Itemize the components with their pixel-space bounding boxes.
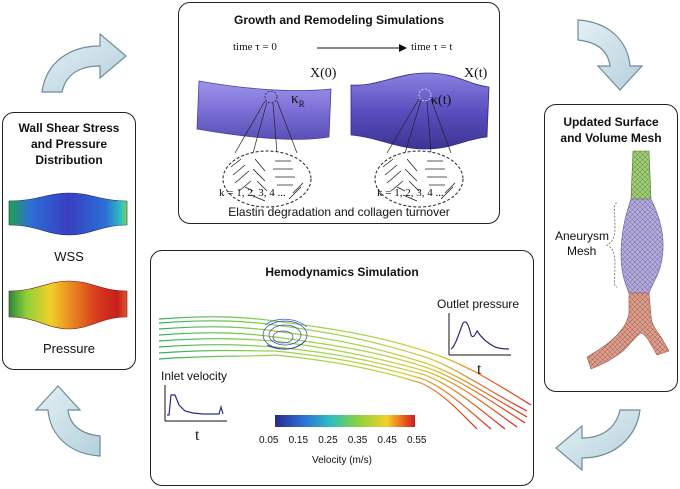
wall-title-line1: Wall Shear Stress (18, 121, 120, 135)
vessel-remodeled-icon (350, 72, 490, 208)
wall-title-line2: and Pressure (30, 137, 108, 151)
colorbar-tick-label: 0.05 (259, 435, 279, 446)
wss-label: WSS (54, 249, 84, 264)
kappa-t-label: κ(t) (431, 93, 452, 108)
kappa-r-subscript: R (298, 99, 305, 109)
colorbar-tick-label: 0.35 (347, 435, 368, 446)
mesh-title-line1: Updated Surface (563, 115, 659, 129)
state-end-label: X(t) (464, 66, 488, 81)
outlet-time-axis: t (477, 361, 482, 378)
colorbar-ticks: 0.05 0.15 0.25 0.35 0.45 0.55 (259, 435, 431, 449)
wss-vessel-icon (8, 192, 128, 236)
growth-title: Growth and Remodeling Simulations (233, 13, 444, 27)
state-start-label: X(0) (310, 66, 337, 81)
colorbar-tick-label: 0.15 (288, 435, 309, 446)
pressure-label: Pressure (42, 341, 96, 356)
time-start-label: time τ = 0 (233, 41, 277, 53)
aneurysm-label-line2: Mesh (567, 244, 597, 258)
k-list-left: k = 1, 2, 3, 4 ... (219, 187, 286, 199)
streamlines-icon (158, 316, 532, 430)
hemo-title: Hemodynamics Simulation (265, 265, 419, 279)
aneurysm-label-line1: Aneurysm (555, 229, 610, 243)
updated-mesh-panel: Updated Surface and Volume Mesh Aneurysm… (544, 104, 678, 392)
colorbar-tick-label: 0.55 (407, 435, 427, 446)
wall-stress-panel: Wall Shear Stress and Pressure Distribut… (2, 112, 136, 370)
vessel-initial-icon (196, 80, 332, 208)
mesh-title-line2: and Volume Mesh (560, 131, 662, 145)
kappa-r-symbol: κ (291, 91, 299, 107)
inlet-velocity-graph (164, 385, 227, 422)
outlet-pressure-graph (448, 313, 511, 356)
kappa-r-label: κR (291, 91, 305, 109)
time-end-label: time τ = t (411, 41, 453, 53)
colorbar-title: Velocity (m/s) (311, 455, 372, 466)
inlet-time-axis: t (195, 427, 200, 444)
time-arrow-icon (317, 44, 407, 52)
outlet-label: Outlet pressure (437, 297, 520, 311)
growth-remodeling-panel: Growth and Remodeling Simulations time τ… (178, 2, 500, 224)
k-list-right: k = 1, 2, 3, 4 ... (377, 187, 444, 199)
hemodynamics-panel: Hemodynamics Simulation (150, 250, 534, 486)
inlet-label: Inlet velocity (161, 369, 228, 383)
colorbar-tick-label: 0.45 (377, 435, 397, 446)
vessel-mesh-icon (586, 150, 670, 370)
colorbar-tick-label: 0.25 (318, 435, 338, 446)
pressure-vessel-icon (8, 280, 128, 330)
growth-caption: Elastin degradation and collagen turnove… (228, 205, 450, 219)
velocity-colorbar (275, 415, 415, 427)
wall-title-line3: Distribution (35, 153, 103, 167)
